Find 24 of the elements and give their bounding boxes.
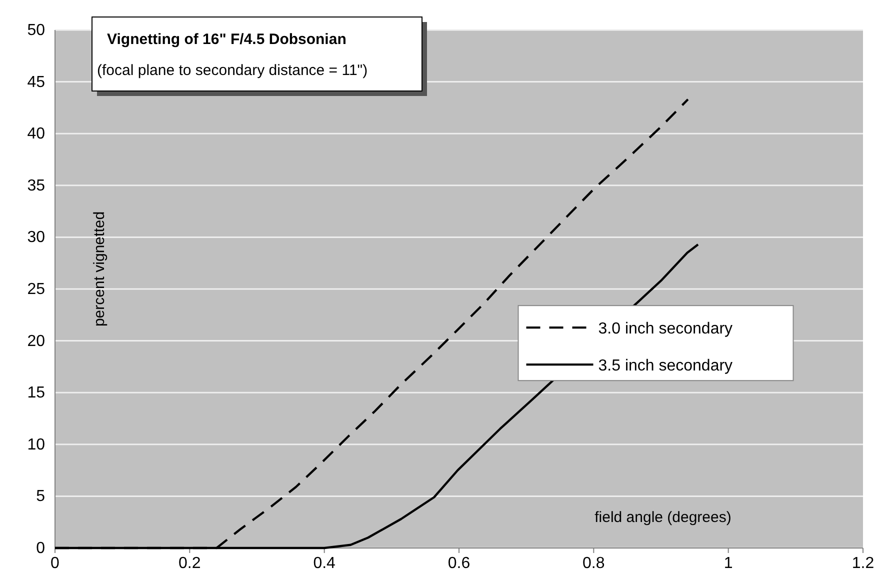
x-tick-label: 0.8: [582, 555, 605, 572]
y-tick-label: 5: [36, 488, 46, 506]
y-tick-label: 30: [27, 229, 46, 246]
legend-label: 3.5 inch secondary: [598, 358, 733, 375]
y-tick-label: 35: [27, 177, 46, 194]
y-tick-label: 25: [27, 281, 46, 298]
y-tick-label: 40: [27, 126, 46, 143]
x-tick-label: 1.2: [852, 555, 874, 572]
x-axis-title: field angle (degrees): [594, 509, 732, 526]
x-tick-label: 1: [724, 555, 733, 572]
x-tick-label: 0: [50, 555, 60, 572]
y-tick-label: 50: [27, 22, 46, 39]
y-tick-label: 15: [27, 384, 46, 402]
y-tick-label: 20: [27, 332, 46, 350]
legend-label: 3.0 inch secondary: [598, 320, 733, 338]
y-tick-label: 10: [27, 436, 46, 454]
y-tick-label: 0: [36, 540, 46, 557]
x-tick-label: 0.2: [178, 555, 201, 572]
y-axis-title: percent vignetted: [91, 211, 108, 327]
chart-title: Vignetting of 16" F/4.5 Dobsonian: [107, 31, 346, 48]
x-tick-label: 0.6: [448, 555, 470, 572]
x-tick-label: 0.4: [313, 555, 336, 572]
y-tick-label: 45: [27, 74, 46, 91]
text: (focal plane to secondary distance = 11"): [97, 62, 368, 79]
